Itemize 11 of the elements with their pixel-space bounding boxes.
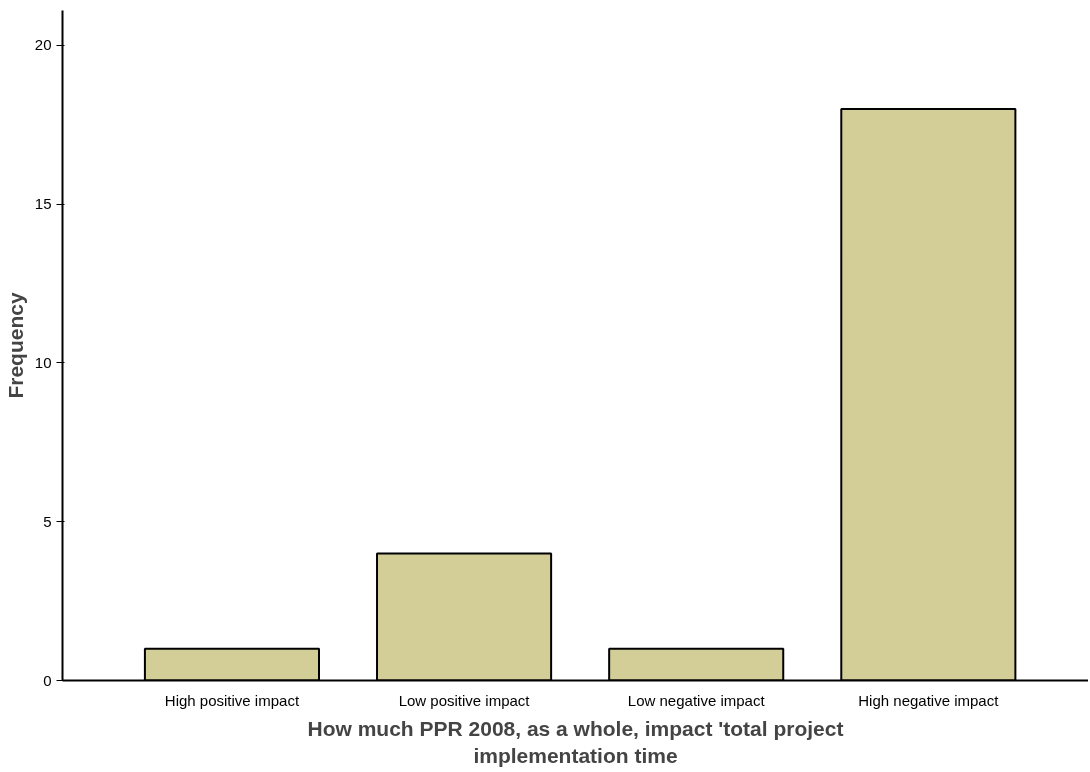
x-tick-label: Low positive impact [398,691,531,709]
x-tick-label: Low negative impact [627,691,766,709]
y-axis-title: Frequency [3,292,27,399]
y-tick-label: 15 [34,195,52,213]
y-tick-label: 5 [43,512,52,530]
x-tick-label: High negative impact [858,691,1000,709]
x-tick-label: High positive impact [164,691,300,709]
y-tick-label: 0 [43,671,52,689]
y-tick-label: 20 [34,36,52,54]
x-axis-title: How much PPR 2008, as a whole, impact 'total project implementation time [307,716,844,768]
y-tick-label: 10 [34,353,52,371]
